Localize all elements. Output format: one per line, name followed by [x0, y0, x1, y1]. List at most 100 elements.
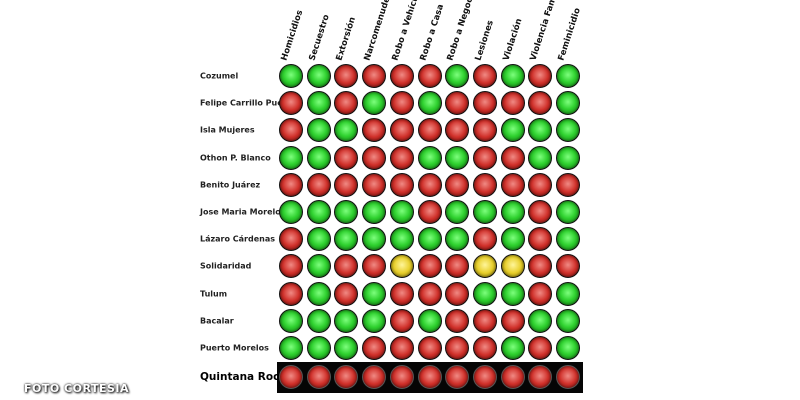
status-light-green	[528, 308, 553, 333]
status-light-red	[279, 254, 303, 279]
status-light-red	[528, 64, 553, 88]
status-light-red	[417, 254, 442, 279]
status-light-green	[556, 200, 580, 224]
status-light-red	[279, 172, 303, 197]
status-light-green	[362, 227, 387, 252]
status-light-green	[306, 281, 331, 306]
status-light-red	[389, 91, 414, 116]
status-light-red	[306, 172, 331, 197]
status-light-red	[472, 227, 497, 252]
row-label: Benito Juárez	[200, 180, 261, 190]
status-light-red	[472, 172, 497, 197]
status-light-red	[389, 281, 414, 306]
status-light-red	[417, 64, 442, 88]
column-header: Extorsión	[334, 15, 359, 62]
status-light-green	[556, 91, 580, 116]
status-light-red	[279, 118, 303, 143]
status-light-red	[445, 365, 470, 389]
status-light-red	[389, 308, 414, 333]
status-light-green	[306, 308, 331, 333]
status-light-red	[528, 172, 553, 197]
status-light-green	[362, 91, 387, 116]
status-light-red	[472, 118, 497, 143]
status-light-red	[500, 145, 525, 170]
status-light-green	[500, 281, 525, 306]
status-light-red	[417, 172, 442, 197]
status-light-red	[306, 365, 331, 389]
status-light-green	[279, 200, 303, 224]
status-light-red	[279, 227, 303, 252]
photo-credit: FOTO CORTESIA	[24, 382, 129, 395]
status-light-red	[500, 365, 525, 389]
status-light-green	[279, 64, 303, 88]
status-light-yellow	[389, 254, 414, 279]
status-light-green	[279, 145, 303, 170]
status-light-green	[528, 118, 553, 143]
status-light-green	[306, 64, 331, 88]
column-header: Robo a Negocio	[445, 0, 479, 62]
status-light-green	[500, 336, 525, 360]
status-light-yellow	[500, 254, 525, 279]
status-light-green	[556, 281, 580, 306]
status-light-red	[472, 145, 497, 170]
status-light-red	[472, 64, 497, 88]
status-light-red	[389, 172, 414, 197]
status-light-green	[445, 64, 470, 88]
status-light-green	[362, 308, 387, 333]
status-light-red	[500, 91, 525, 116]
row-label: Cozumel	[200, 71, 239, 81]
status-light-red	[362, 172, 387, 197]
row-label: Tulum	[200, 289, 228, 299]
column-header: Secuestro	[307, 13, 332, 63]
status-light-green	[362, 200, 387, 224]
status-light-red	[389, 145, 414, 170]
status-light-red	[445, 91, 470, 116]
status-light-red	[445, 336, 470, 360]
status-light-green	[417, 227, 442, 252]
status-light-green	[472, 200, 497, 224]
column-header: Narcomenudeo	[362, 0, 395, 63]
status-light-red	[556, 254, 580, 279]
status-light-red	[500, 172, 525, 197]
status-light-red	[556, 365, 580, 389]
row-label: Jose Maria Morelos	[200, 207, 286, 217]
status-light-green	[556, 64, 580, 88]
status-light-green	[306, 336, 331, 360]
status-light-green	[389, 200, 414, 224]
status-light-red	[417, 365, 442, 389]
status-light-green	[279, 308, 303, 333]
row-label: Puerto Morelos	[200, 343, 269, 353]
status-light-red	[334, 145, 359, 170]
status-light-green	[556, 118, 580, 143]
status-light-red	[472, 365, 497, 389]
column-header: Lesiones	[473, 19, 496, 62]
status-light-green	[417, 308, 442, 333]
status-light-red	[279, 365, 303, 389]
status-light-green	[556, 145, 580, 170]
column-header: Robo a Vehículo	[390, 0, 424, 63]
status-light-red	[362, 254, 387, 279]
status-light-green	[472, 281, 497, 306]
status-light-red	[445, 281, 470, 306]
status-light-red	[528, 91, 553, 116]
status-light-green	[445, 200, 470, 224]
status-light-red	[334, 172, 359, 197]
status-light-red	[528, 200, 553, 224]
status-light-red	[362, 64, 387, 88]
status-light-green	[334, 118, 359, 143]
status-light-red	[472, 91, 497, 116]
status-light-green	[445, 145, 470, 170]
status-light-red	[472, 308, 497, 333]
status-light-green	[306, 145, 331, 170]
status-light-green	[306, 118, 331, 143]
total-row-label: Quintana Roo	[200, 371, 281, 383]
status-light-red	[389, 118, 414, 143]
column-header: Robo a Casa	[417, 3, 446, 62]
status-light-red	[279, 281, 303, 306]
status-light-red	[417, 336, 442, 360]
status-light-red	[528, 254, 553, 279]
status-light-green	[500, 118, 525, 143]
status-light-green	[389, 227, 414, 252]
row-label: Solidaridad	[200, 261, 252, 271]
status-light-red	[417, 200, 442, 224]
